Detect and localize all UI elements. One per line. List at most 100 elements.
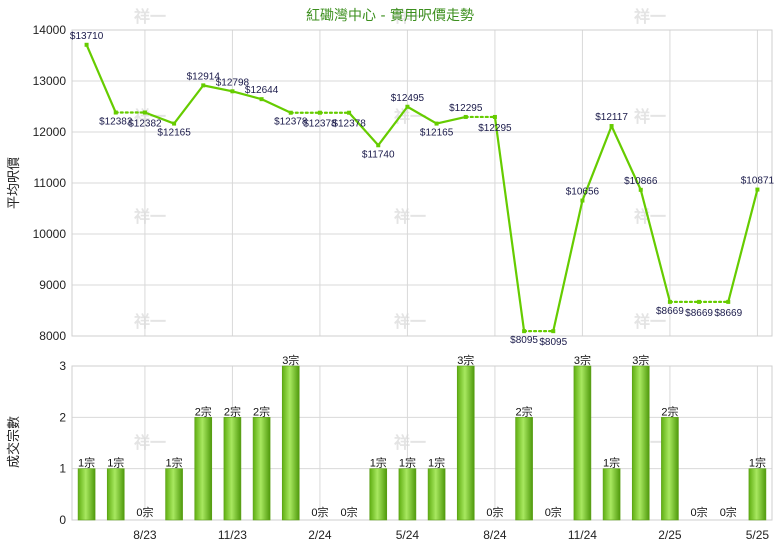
bar-data-label: 0宗: [311, 505, 328, 519]
bar-data-label: 2宗: [661, 404, 678, 418]
x-tick-label: 11/24: [568, 528, 597, 542]
bar: [573, 365, 592, 521]
line-point: [259, 97, 264, 102]
bar: [631, 365, 650, 521]
line-chart-y-tick-label: 13000: [33, 74, 67, 88]
watermark-text: 祥一: [134, 7, 166, 26]
bar-data-label: 0宗: [136, 505, 153, 519]
line-data-label: $13710: [70, 31, 104, 42]
line-point: [405, 104, 410, 109]
line-point: [201, 83, 206, 88]
bar: [77, 468, 96, 521]
line-data-label: $12117: [595, 112, 628, 123]
watermark-text: 祥一: [134, 433, 166, 452]
line-series: [85, 43, 759, 333]
x-tick-label: 2/24: [308, 528, 332, 542]
line-segment: [231, 90, 263, 101]
line-point: [667, 299, 672, 304]
x-tick-label: 8/24: [483, 528, 507, 542]
bar-data-label: 3宗: [574, 353, 591, 367]
bar-data-label: 3宗: [282, 353, 299, 367]
line-points: [84, 42, 760, 334]
watermark-text: 祥一: [134, 207, 166, 226]
bar: [165, 468, 183, 521]
bar: [602, 468, 621, 521]
line-point: [84, 42, 89, 47]
line-point: [580, 198, 585, 203]
watermark-text: 祥一: [394, 7, 426, 26]
line-data-label: $12914: [187, 71, 221, 82]
bar: [661, 417, 679, 521]
line-point: [755, 187, 760, 192]
line-point: [726, 299, 731, 304]
line-segment: [435, 115, 467, 125]
line-point: [638, 187, 643, 192]
x-tick-labels: 8/23 11/23 2/24 5/24 8/24 11/24 2/25 5/25: [133, 528, 769, 542]
line-point: [288, 110, 293, 115]
line-point: [113, 110, 118, 115]
x-tick-label: 5/24: [396, 528, 420, 542]
line-point: [230, 89, 235, 94]
line-data-label: $10871: [741, 176, 775, 187]
line-data-label: $8669: [656, 306, 684, 317]
bar-data-label: 1宗: [399, 456, 416, 470]
line-data-label: $12295: [449, 103, 483, 114]
watermark-text: 祥一: [634, 207, 666, 226]
line-data-label: $12295: [478, 123, 512, 134]
bar-chart-y-tick-label: 0: [59, 513, 66, 527]
line-segment: [552, 199, 584, 333]
line-point: [609, 124, 614, 129]
line-point: [317, 110, 322, 115]
watermark-text: 祥一: [394, 207, 426, 226]
bar: [427, 468, 446, 521]
bar-data-label: 0宗: [545, 505, 562, 519]
line-point: [142, 110, 147, 115]
watermark-text: 祥一: [634, 312, 666, 331]
bar-chart-y-tick-label: 1: [59, 462, 66, 476]
bar-chart-plot-frame: [71, 365, 773, 521]
line-point: [347, 110, 352, 115]
line-data-label: $12378: [274, 117, 308, 128]
line-segment: [172, 84, 205, 125]
bar-data-label: 1宗: [428, 456, 445, 470]
bar: [194, 417, 213, 521]
watermark-text: 祥一: [634, 107, 666, 126]
line-data-label: $12382: [99, 117, 133, 128]
bar-data-labels: 1宗 1宗 0宗 1宗 2宗 2宗 2宗 3宗 0宗 0宗 1宗 1宗 1宗 3宗 0宗 2宗 0宗 3宗 1宗 3宗…: [78, 353, 766, 519]
bar-data-label: 0宗: [720, 505, 737, 519]
bar: [106, 468, 125, 521]
bar-chart-y-axis-label: 成交宗數: [6, 416, 21, 468]
line-segment: [347, 111, 380, 147]
x-tick-label: 2/25: [658, 528, 682, 542]
line-data-label: $12382: [128, 119, 162, 130]
line-point: [492, 114, 497, 119]
bar-data-label: 0宗: [341, 505, 358, 519]
watermark-text: 祥一: [394, 433, 426, 452]
line-data-label: $10656: [566, 187, 600, 198]
line-segment: [610, 124, 642, 191]
line-chart-grid: [71, 29, 773, 337]
bar-data-label: 0宗: [691, 505, 708, 519]
line-chart-y-tick-label: 14000: [33, 23, 67, 37]
line-segment: [202, 84, 234, 93]
line-data-label: $12378: [303, 119, 337, 130]
bar: [252, 417, 271, 521]
bar-data-label: 1宗: [166, 456, 183, 470]
line-segment: [143, 111, 176, 125]
line-chart-y-tick-label: 11000: [34, 176, 67, 190]
bar: [515, 417, 533, 521]
watermark-text: 祥一: [134, 312, 166, 331]
bar: [369, 468, 388, 521]
bar-data-label: 2宗: [253, 404, 270, 418]
line-data-labels: $13710$12382$12382$12165$12914$12798$126…: [70, 31, 775, 348]
bar-data-label: 1宗: [370, 456, 387, 470]
line-segment: [406, 105, 438, 125]
bar: [748, 468, 767, 521]
line-segment: [639, 188, 672, 303]
line-chart-y-tick-label: 8000: [39, 329, 66, 343]
line-data-label: $11740: [362, 149, 395, 160]
bar-series: [77, 365, 767, 521]
bar-chart-y-ticks: 0 1 2 3: [59, 359, 66, 527]
line-data-label: $12495: [391, 93, 425, 104]
